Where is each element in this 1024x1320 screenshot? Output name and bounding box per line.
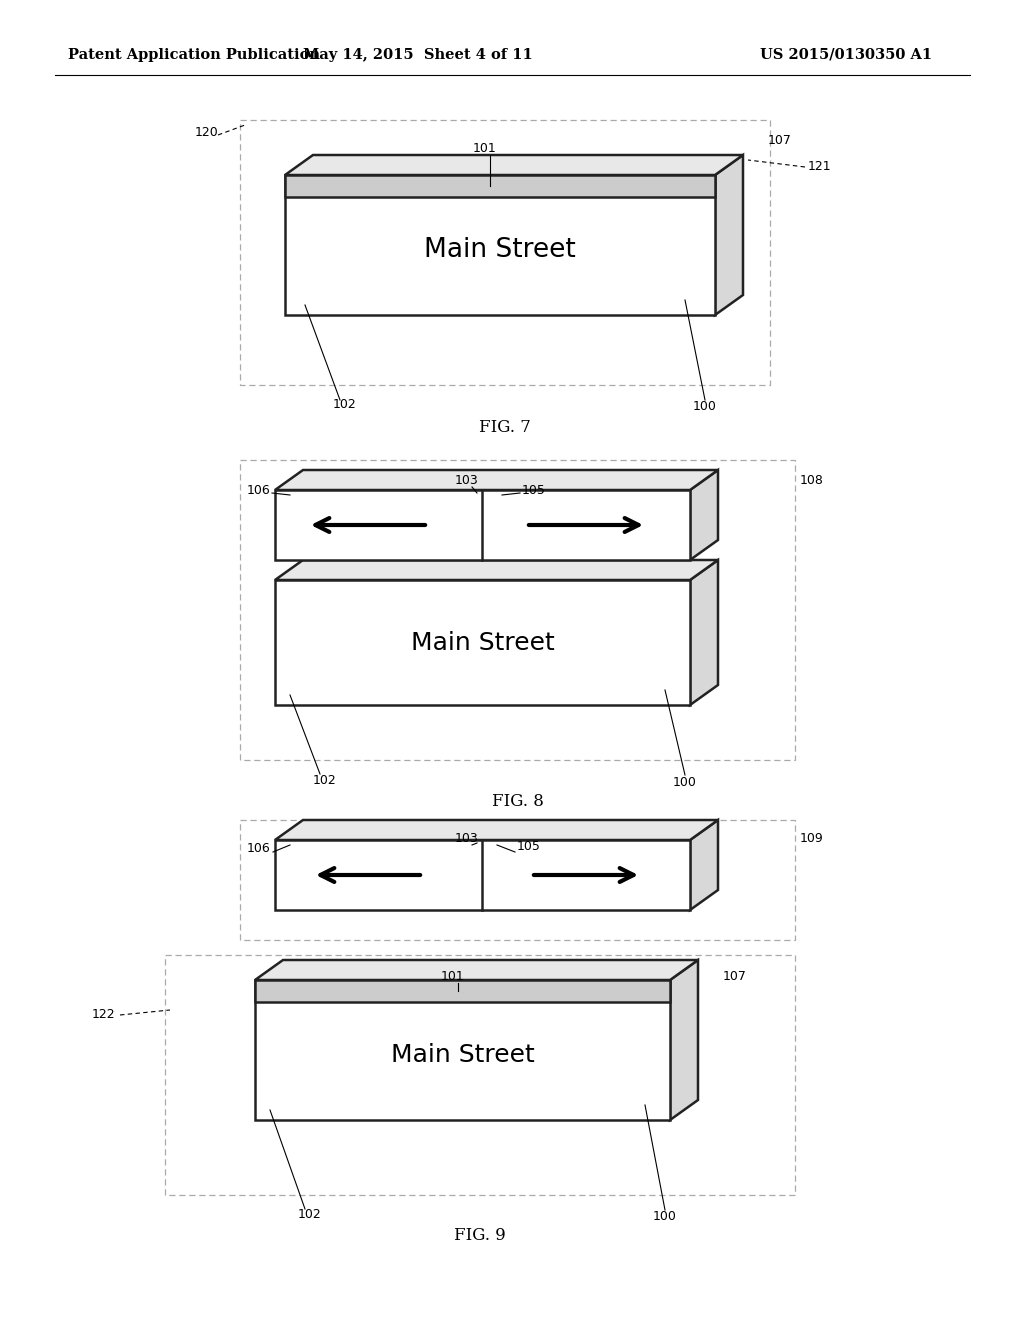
Text: 102: 102 — [333, 399, 357, 412]
Polygon shape — [690, 560, 718, 705]
Polygon shape — [285, 154, 743, 176]
Text: May 14, 2015  Sheet 4 of 11: May 14, 2015 Sheet 4 of 11 — [303, 48, 532, 62]
Text: 106: 106 — [246, 483, 270, 496]
Text: FIG. 9: FIG. 9 — [454, 1226, 506, 1243]
Text: 100: 100 — [673, 776, 697, 788]
Polygon shape — [715, 154, 743, 315]
Text: 103: 103 — [455, 832, 479, 845]
Text: 109: 109 — [800, 832, 823, 845]
Text: Patent Application Publication: Patent Application Publication — [68, 48, 319, 62]
Bar — [285, 176, 715, 315]
Text: 107: 107 — [723, 970, 746, 983]
Text: Main Street: Main Street — [390, 1043, 535, 1067]
Text: 102: 102 — [298, 1209, 322, 1221]
Bar — [255, 979, 670, 1119]
Text: 101: 101 — [440, 970, 464, 983]
Text: US 2015/0130350 A1: US 2015/0130350 A1 — [760, 48, 932, 62]
Polygon shape — [275, 820, 718, 840]
Text: 100: 100 — [693, 400, 717, 413]
Text: 101: 101 — [473, 141, 497, 154]
Text: 121: 121 — [808, 161, 831, 173]
Polygon shape — [275, 560, 718, 579]
Text: FIG. 7: FIG. 7 — [479, 418, 530, 436]
Text: 108: 108 — [800, 474, 824, 487]
Text: 105: 105 — [522, 483, 546, 496]
Text: Main Street: Main Street — [411, 631, 554, 655]
Bar — [165, 954, 795, 1195]
Polygon shape — [670, 960, 698, 1119]
Bar — [240, 459, 795, 760]
Bar — [240, 120, 770, 385]
Text: 100: 100 — [653, 1210, 677, 1224]
Polygon shape — [690, 820, 718, 909]
Polygon shape — [275, 470, 718, 490]
Bar — [275, 490, 690, 560]
Text: 107: 107 — [768, 133, 792, 147]
Text: 102: 102 — [313, 774, 337, 787]
Text: 122: 122 — [91, 1008, 115, 1022]
Text: 106: 106 — [246, 842, 270, 854]
Bar — [275, 579, 690, 705]
Text: 105: 105 — [517, 841, 541, 854]
Text: Main Street: Main Street — [424, 238, 575, 263]
Bar — [275, 840, 690, 909]
Text: 103: 103 — [455, 474, 479, 487]
Text: FIG. 8: FIG. 8 — [492, 793, 544, 810]
Polygon shape — [255, 960, 698, 979]
Text: 120: 120 — [195, 125, 218, 139]
Bar — [255, 979, 670, 1002]
Bar — [285, 176, 715, 197]
Polygon shape — [690, 470, 718, 560]
Bar — [240, 820, 795, 940]
